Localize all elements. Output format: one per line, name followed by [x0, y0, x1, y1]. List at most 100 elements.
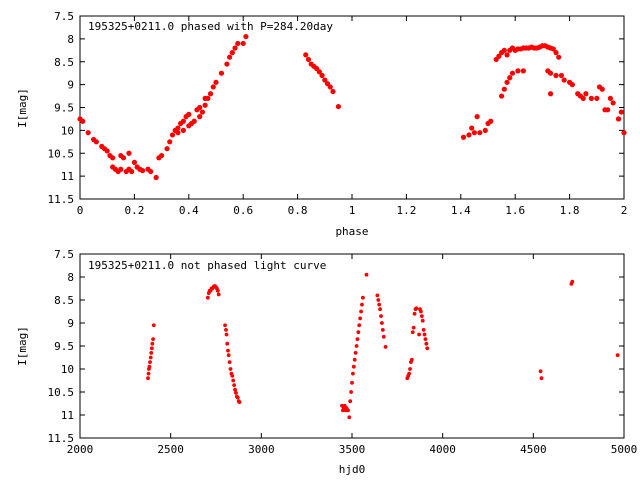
data-point	[129, 168, 135, 175]
data-point	[234, 391, 238, 395]
data-point	[561, 77, 567, 83]
data-point	[350, 380, 354, 385]
data-point	[607, 95, 614, 101]
data-point	[349, 390, 353, 394]
data-point	[316, 69, 322, 75]
phased-light-curve-plot: 7.5 8 8.5 9 9.5 10 10.5 11 11.5 0 0.2 0.4 0.6 0.8 1 1.…	[16, 10, 627, 238]
data-point	[383, 345, 388, 349]
data-point	[610, 100, 616, 106]
unphased-light-curve-plot: 7.5 8 8.5 9 9.5 10 10.5 11 11.5 2000 2500 3000 3500…	[16, 248, 637, 476]
y-tick-label: 11.5	[48, 432, 75, 445]
data-point	[380, 321, 384, 325]
data-point	[423, 337, 428, 341]
data-point	[153, 174, 159, 181]
data-point	[139, 168, 146, 174]
data-point	[175, 130, 181, 136]
data-point	[149, 346, 154, 351]
x-tick-label: 0.6	[233, 204, 253, 217]
data-point	[80, 118, 86, 124]
data-point	[570, 279, 575, 284]
data-point	[167, 139, 173, 145]
data-points	[77, 33, 627, 181]
data-points	[146, 272, 620, 420]
data-point	[175, 125, 181, 131]
data-point	[233, 387, 237, 392]
data-point	[151, 337, 155, 341]
data-point	[164, 146, 170, 152]
x-tick-label: 3500	[339, 443, 366, 456]
data-point	[360, 295, 365, 300]
x-tick-label: 5000	[611, 443, 638, 456]
data-point	[381, 334, 386, 339]
data-point	[348, 399, 353, 404]
data-point	[569, 82, 575, 88]
data-point	[377, 302, 382, 307]
data-point	[180, 127, 186, 133]
y-tick-label: 10	[61, 363, 74, 376]
data-point	[150, 341, 155, 346]
data-point	[347, 415, 352, 420]
data-point	[615, 353, 620, 358]
data-point	[419, 314, 424, 318]
data-point	[327, 84, 333, 90]
y-tick-label: 9	[67, 79, 74, 92]
data-point	[146, 376, 150, 381]
data-point	[376, 298, 381, 302]
data-point	[147, 364, 152, 369]
x-axis-label: hjd0	[339, 463, 366, 476]
data-point	[224, 61, 230, 67]
x-tick-label: 2500	[157, 443, 184, 456]
data-point	[504, 52, 510, 58]
data-point	[547, 70, 554, 76]
x-tick-label: 0.2	[124, 204, 144, 217]
x-tick-label: 0	[77, 204, 84, 217]
data-point	[380, 328, 385, 332]
x-tick-label: 1.4	[451, 204, 471, 217]
data-point	[223, 323, 227, 328]
data-point	[360, 302, 364, 307]
data-point	[330, 88, 336, 95]
data-point	[104, 148, 110, 154]
data-point	[149, 351, 154, 355]
data-point	[205, 295, 210, 300]
data-point	[228, 367, 233, 371]
data-point	[501, 47, 507, 53]
x-tick-label: 2	[621, 204, 628, 217]
x-tick-label: 2000	[67, 443, 94, 456]
data-point	[408, 367, 412, 371]
data-point	[618, 109, 624, 115]
data-point	[615, 116, 622, 122]
y-axis-ticks: 7.5 8 8.5 9 9.5 10 10.5 11 11.5	[48, 248, 624, 445]
y-tick-label: 11.5	[48, 193, 75, 206]
x-tick-label: 1.2	[396, 204, 416, 217]
data-point	[364, 272, 369, 277]
data-point	[420, 318, 425, 323]
data-point	[305, 56, 312, 63]
y-axis-label: I[mag]	[16, 326, 29, 366]
data-point	[547, 91, 554, 97]
data-point	[148, 360, 152, 364]
data-point	[553, 72, 559, 79]
data-point	[553, 50, 559, 56]
data-point	[224, 332, 229, 337]
data-point	[496, 53, 502, 59]
data-point	[225, 341, 230, 346]
data-point	[471, 130, 477, 136]
data-point	[226, 348, 230, 353]
data-point	[499, 93, 505, 99]
data-point	[148, 355, 153, 360]
data-point	[422, 332, 427, 337]
data-point	[199, 109, 205, 115]
data-point	[146, 371, 151, 376]
data-point	[227, 360, 232, 364]
data-point	[207, 91, 214, 97]
y-tick-label: 8.5	[54, 294, 74, 307]
data-point	[421, 328, 426, 332]
data-point	[180, 118, 186, 124]
data-point	[159, 152, 165, 159]
data-point	[197, 104, 203, 111]
data-point	[218, 70, 225, 76]
y-tick-label: 10	[61, 124, 74, 137]
data-point	[474, 114, 480, 120]
data-point	[419, 309, 423, 314]
